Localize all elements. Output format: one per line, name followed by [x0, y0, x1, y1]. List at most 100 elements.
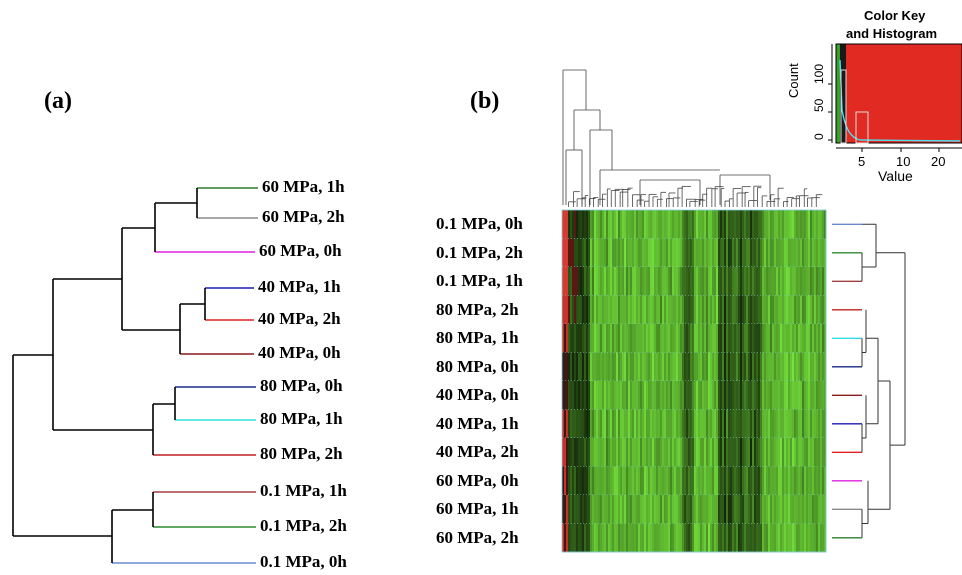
- heatmap-cell: [638, 466, 641, 496]
- heatmap-cell: [818, 295, 821, 325]
- heatmap-cell: [572, 352, 575, 382]
- heatmap-cell: [610, 495, 613, 524]
- heatmap-cell: [796, 210, 799, 239]
- heatmap-cell: [712, 438, 715, 467]
- heatmap-cell: [794, 523, 797, 553]
- heatmap-cell: [718, 409, 721, 439]
- heatmap-cell: [748, 495, 751, 524]
- heatmap-cell: [578, 295, 581, 325]
- heatmap-cell: [794, 267, 797, 296]
- heatmap-cell: [654, 466, 657, 496]
- heatmap-cell: [786, 238, 789, 268]
- heatmap-cell: [734, 210, 737, 239]
- heatmap-cell: [796, 352, 799, 382]
- heatmap-cell: [682, 210, 685, 239]
- heatmap-cell: [808, 210, 811, 239]
- heatmap-cell: [702, 409, 705, 439]
- heatmap-cell: [730, 324, 733, 353]
- leaf-label: 60 MPa, 2h: [262, 207, 345, 226]
- heatmap-cell: [728, 324, 731, 353]
- heatmap-cell: [738, 438, 741, 467]
- heatmap-cell: [752, 352, 755, 382]
- heatmap-cell: [754, 495, 757, 524]
- heatmap-cell: [584, 438, 587, 467]
- heatmap-cell: [720, 210, 723, 239]
- heatmap-cell: [698, 238, 701, 268]
- heatmap-cell: [564, 267, 567, 296]
- heatmap-cell: [786, 352, 789, 382]
- heatmap-cell: [610, 238, 613, 268]
- heatmap-cell: [782, 495, 785, 524]
- heatmap-cell: [726, 466, 729, 496]
- heatmap-cell: [634, 295, 637, 325]
- heatmap-cell: [790, 210, 793, 239]
- heatmap-cell: [580, 495, 583, 524]
- heatmap-cell: [776, 381, 779, 410]
- heatmap-cell: [634, 381, 637, 410]
- heatmap-cell: [654, 409, 657, 439]
- heatmap-cell: [754, 466, 757, 496]
- heatmap-cell: [596, 381, 599, 410]
- heatmap-cell: [648, 495, 651, 524]
- heatmap-cell: [570, 523, 573, 553]
- heatmap-cell: [720, 495, 723, 524]
- heatmap-cell: [782, 409, 785, 439]
- heatmap-cell: [704, 295, 707, 325]
- heatmap-cell: [672, 267, 675, 296]
- heatmap-cell: [714, 495, 717, 524]
- heatmap-row-label: 0.1 MPa, 2h: [436, 242, 523, 262]
- heatmap-cell: [688, 352, 691, 382]
- heatmap-cell: [706, 409, 709, 439]
- heatmap-cell: [804, 352, 807, 382]
- heatmap-cell: [594, 352, 597, 382]
- heatmap-cell: [564, 210, 567, 239]
- heatmap-cell: [724, 495, 727, 524]
- heatmap-cell: [652, 409, 655, 439]
- heatmap-cell: [622, 438, 625, 467]
- heatmap-cell: [702, 466, 705, 496]
- heatmap-cell: [788, 267, 791, 296]
- heatmap-cell: [822, 523, 825, 553]
- heatmap-cell: [666, 238, 669, 268]
- heatmap-cell: [664, 381, 667, 410]
- heatmap-cell: [764, 210, 767, 239]
- heatmap-cell: [754, 523, 757, 553]
- heatmap-cell: [716, 409, 719, 439]
- heatmap-cell: [730, 523, 733, 553]
- heatmap-cell: [570, 438, 573, 467]
- heatmap-cell: [618, 495, 621, 524]
- heatmap-cell: [788, 495, 791, 524]
- heatmap-cell: [646, 267, 649, 296]
- heatmap-cell: [816, 381, 819, 410]
- heatmap-cell: [702, 210, 705, 239]
- heatmap-cell: [616, 495, 619, 524]
- heatmap-cell: [600, 438, 603, 467]
- heatmap-cell: [624, 381, 627, 410]
- heatmap-cell: [590, 324, 593, 353]
- heatmap-cell: [794, 210, 797, 239]
- heatmap-cell: [574, 381, 577, 410]
- heatmap-cell: [576, 324, 579, 353]
- heatmap-cell: [668, 324, 671, 353]
- heatmap-cell: [744, 409, 747, 439]
- heatmap-cell: [650, 438, 653, 467]
- heatmap-cell: [704, 495, 707, 524]
- heatmap-cell: [594, 409, 597, 439]
- heatmap-cell: [602, 267, 605, 296]
- heatmap-cell: [628, 381, 631, 410]
- heatmap-cell: [630, 381, 633, 410]
- heatmap-cell: [728, 210, 731, 239]
- heatmap-cell: [812, 409, 815, 439]
- heatmap-cell: [588, 495, 591, 524]
- heatmap-cell: [752, 495, 755, 524]
- heatmap-cell: [582, 324, 585, 353]
- heatmap-cell: [684, 438, 687, 467]
- heatmap-cell: [632, 409, 635, 439]
- heatmap-cell: [806, 324, 809, 353]
- heatmap-cell: [580, 324, 583, 353]
- heatmap-cell: [708, 523, 711, 553]
- heatmap-cell: [634, 238, 637, 268]
- heatmap-cell: [710, 324, 713, 353]
- heatmap-cell: [778, 495, 781, 524]
- heatmap-cell: [568, 523, 571, 553]
